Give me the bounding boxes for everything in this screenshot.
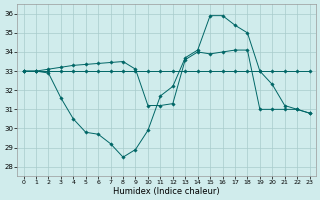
X-axis label: Humidex (Indice chaleur): Humidex (Indice chaleur) — [113, 187, 220, 196]
